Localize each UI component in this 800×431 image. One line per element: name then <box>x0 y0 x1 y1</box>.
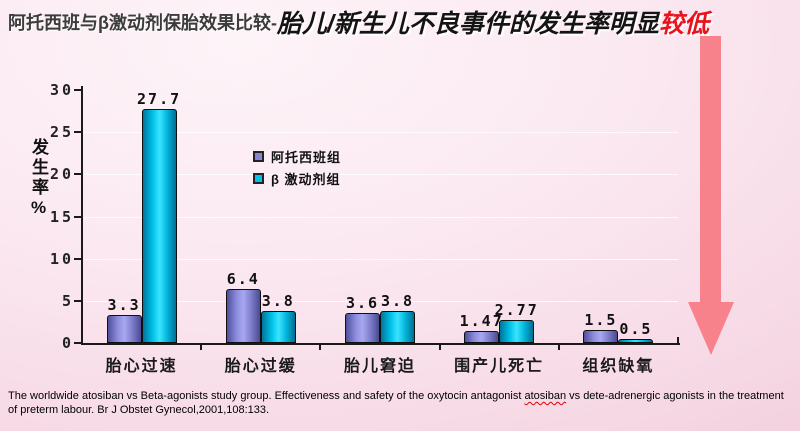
bar-value-label: 3.3 <box>107 296 141 314</box>
bar-value-label: 0.5 <box>619 320 653 338</box>
legend-swatch-atosiban-icon <box>253 150 264 162</box>
slide-title-emphasis: 胎儿/新生儿不良事件的发生率明显 <box>276 10 659 38</box>
citation-part2: vs dete-adrenergic agonists in the treat… <box>8 390 784 416</box>
gridline <box>84 132 678 134</box>
bar-atosiban-4 <box>464 331 500 343</box>
y-axis-tick-label: 20 <box>49 165 74 184</box>
citation-spellcheck-word: atosiban <box>524 390 567 402</box>
slide-title: 阿托西班与β激动剂保胎效果比较- 胎儿/新生儿不良事件的发生率明显 较低 <box>8 4 709 40</box>
bar-atosiban-3 <box>345 313 380 343</box>
x-axis-end-tick <box>677 337 679 343</box>
bar-beta-agonist-2 <box>260 311 296 343</box>
slide-title-highlight: 较低 <box>658 10 709 38</box>
slide-title-main: 阿托西班与β激动剂保胎效果比较- <box>8 13 277 33</box>
bar-value-label: 27.7 <box>137 90 182 108</box>
bar-atosiban-2 <box>225 289 261 343</box>
category-label: 组织缺氧 <box>582 358 655 375</box>
y-axis-tick <box>74 342 81 344</box>
y-axis-tick <box>74 89 81 91</box>
bar-beta-agonist-4 <box>499 320 535 343</box>
x-axis-tick <box>438 345 441 350</box>
y-axis-tick <box>74 173 81 176</box>
chart-legend: 阿托西班组 β 激动剂组 <box>253 146 341 190</box>
x-axis-line <box>81 343 680 345</box>
legend-label-atosiban: 阿托西班组 <box>271 149 342 165</box>
category-label: 围产儿死亡 <box>454 358 545 375</box>
x-axis-tick <box>557 345 560 350</box>
bar-value-label: 1.5 <box>584 311 618 329</box>
y-axis-tick <box>74 131 81 134</box>
y-axis-tick <box>74 299 81 302</box>
bar-atosiban-5 <box>583 330 619 343</box>
bar-beta-agonist-1 <box>141 109 177 343</box>
bar-value-label: 3.6 <box>345 294 380 312</box>
y-axis-tick-label: 30 <box>49 81 74 99</box>
y-axis-tick-label: 25 <box>49 123 74 142</box>
gridline <box>84 300 678 302</box>
y-axis-tick-label: 10 <box>49 249 74 268</box>
x-axis-tick <box>319 345 322 350</box>
category-label: 胎心过缓 <box>224 358 297 375</box>
x-axis-tick <box>200 345 203 350</box>
bar-beta-agonist-5 <box>618 339 654 343</box>
gridline <box>84 258 678 260</box>
bar-value-label: 3.8 <box>380 292 415 310</box>
y-axis-title: 发生率% <box>29 138 48 220</box>
category-label: 胎儿窘迫 <box>343 358 416 375</box>
down-arrow-head-icon <box>688 302 734 355</box>
gridline <box>84 216 678 218</box>
y-axis-tick <box>74 257 81 260</box>
y-axis-tick-label: 5 <box>61 291 74 310</box>
down-arrow-icon <box>700 36 721 303</box>
category-label: 胎心过速 <box>105 358 178 375</box>
citation-text: The worldwide atosiban vs Beta-agonists … <box>8 389 790 417</box>
y-axis-line <box>81 86 83 345</box>
citation-part1: The worldwide atosiban vs Beta-agonists … <box>8 390 525 402</box>
y-axis-tick-label: 15 <box>49 207 74 226</box>
bar-value-label: 6.4 <box>226 270 260 288</box>
bar-value-label: 2.77 <box>494 301 539 319</box>
y-axis-tick <box>74 215 81 218</box>
y-axis-tick-label: 0 <box>61 334 74 352</box>
bar-value-label: 1.47 <box>459 312 504 330</box>
bar-atosiban-1 <box>106 315 142 343</box>
legend-row-atosiban: 阿托西班组 <box>253 146 341 166</box>
gridline <box>84 174 678 176</box>
bar-value-label: 3.8 <box>261 292 295 310</box>
legend-swatch-beta-agonist-icon <box>253 172 264 184</box>
bar-beta-agonist-3 <box>380 311 415 343</box>
legend-row-beta-agonist: β 激动剂组 <box>253 168 341 188</box>
legend-label-beta-agonist: β 激动剂组 <box>271 171 341 187</box>
